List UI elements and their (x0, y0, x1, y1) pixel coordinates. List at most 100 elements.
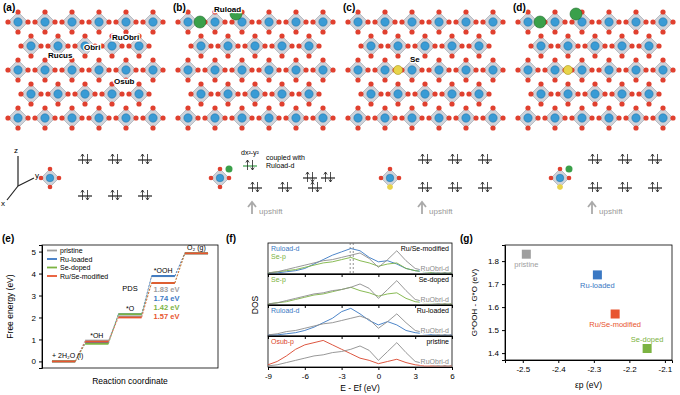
ru-atom (265, 114, 273, 122)
ru-atom (211, 114, 219, 122)
tick-mark (378, 274, 379, 277)
octahedron (388, 84, 408, 104)
ru-atom (421, 42, 429, 50)
o-atom (432, 43, 437, 48)
ru-atom (224, 90, 232, 98)
ru-atom (462, 66, 470, 74)
o-atom (579, 105, 584, 110)
tick-label: -9 (265, 372, 273, 381)
o-atom (643, 19, 648, 24)
o-atom (579, 77, 584, 82)
o-atom (239, 77, 244, 82)
series-label: Ruload-d (271, 245, 300, 252)
o-atom (358, 91, 363, 96)
dos-curve (268, 249, 452, 273)
o-atom (409, 29, 414, 34)
tick-label: 6 (450, 372, 455, 381)
o-atom (48, 167, 53, 172)
o-atom (133, 115, 138, 120)
o-atom (569, 19, 574, 24)
octahedron (62, 60, 82, 80)
o-atom (96, 9, 101, 14)
tick: -2.1 (658, 360, 672, 374)
o-atom (616, 115, 621, 120)
category-label: *O (126, 305, 135, 312)
ru-atom (394, 90, 402, 98)
o-atom (123, 125, 128, 130)
ru-load-atom (566, 166, 573, 173)
o-atom (449, 81, 454, 86)
o-atom (140, 67, 145, 72)
o-atom (525, 125, 530, 130)
ru-atom (632, 18, 640, 26)
ru-atom (251, 42, 259, 50)
o-atom (372, 115, 377, 120)
o-atom (565, 53, 570, 58)
spin-down (596, 154, 599, 164)
tick-label: -2.2 (623, 365, 637, 374)
o-atom (382, 57, 387, 62)
dos-curve (268, 281, 452, 304)
o-atom (660, 29, 665, 34)
triad-label: y (35, 171, 39, 180)
o-atom (565, 81, 570, 86)
o-atom (279, 101, 284, 106)
o-atom (283, 67, 288, 72)
o-atom (592, 101, 597, 106)
o-atom (436, 57, 441, 62)
ru-atom (618, 90, 626, 98)
o-atom (96, 29, 101, 34)
o-atom (412, 43, 417, 48)
dos-curve (268, 343, 452, 366)
o-atom (330, 67, 335, 72)
o-atom (422, 101, 427, 106)
axis-line (506, 361, 673, 364)
tick-mark (305, 367, 306, 370)
ru-atom (14, 18, 22, 26)
octahedron (259, 12, 279, 32)
o-atom (52, 19, 57, 24)
o-atom (185, 29, 190, 34)
ru-atom (591, 90, 599, 98)
octahedron (599, 12, 619, 32)
triad-axis (7, 186, 18, 200)
o-atom (422, 81, 427, 86)
o-atom (279, 81, 284, 86)
o-atom (426, 19, 431, 24)
o-atom (126, 43, 131, 48)
o-atom (355, 57, 360, 62)
o-atom (552, 57, 557, 62)
tick-mark (452, 367, 453, 370)
spin-up (591, 154, 594, 164)
o-atom (242, 91, 247, 96)
ru-atom (292, 114, 300, 122)
tick: 3 (32, 292, 42, 301)
o-atom (385, 91, 390, 96)
connector (108, 317, 118, 341)
o-atom (42, 29, 47, 34)
tick: -9 (265, 367, 273, 381)
ru-atom (618, 42, 626, 50)
legend-swatch (47, 267, 57, 269)
ru-atom (251, 90, 259, 98)
spin-down (86, 190, 89, 200)
o-atom (225, 101, 230, 106)
o-atom (140, 115, 145, 120)
o-atom (552, 125, 557, 130)
o-atom (409, 77, 414, 82)
o-atom (592, 53, 597, 58)
octahedron (348, 60, 368, 80)
o-atom (185, 105, 190, 110)
o-atom (252, 81, 257, 86)
o-atom (646, 81, 651, 86)
o-atom (18, 91, 23, 96)
octahedron (402, 108, 422, 128)
o-atom (99, 91, 104, 96)
annotation: Se (410, 55, 420, 64)
o-atom (208, 91, 213, 96)
o-atom (283, 19, 288, 24)
subpanel-title: Se-doped (419, 276, 449, 284)
legend-swatch (47, 258, 57, 260)
o-atom (636, 91, 641, 96)
o-atom (185, 125, 190, 130)
